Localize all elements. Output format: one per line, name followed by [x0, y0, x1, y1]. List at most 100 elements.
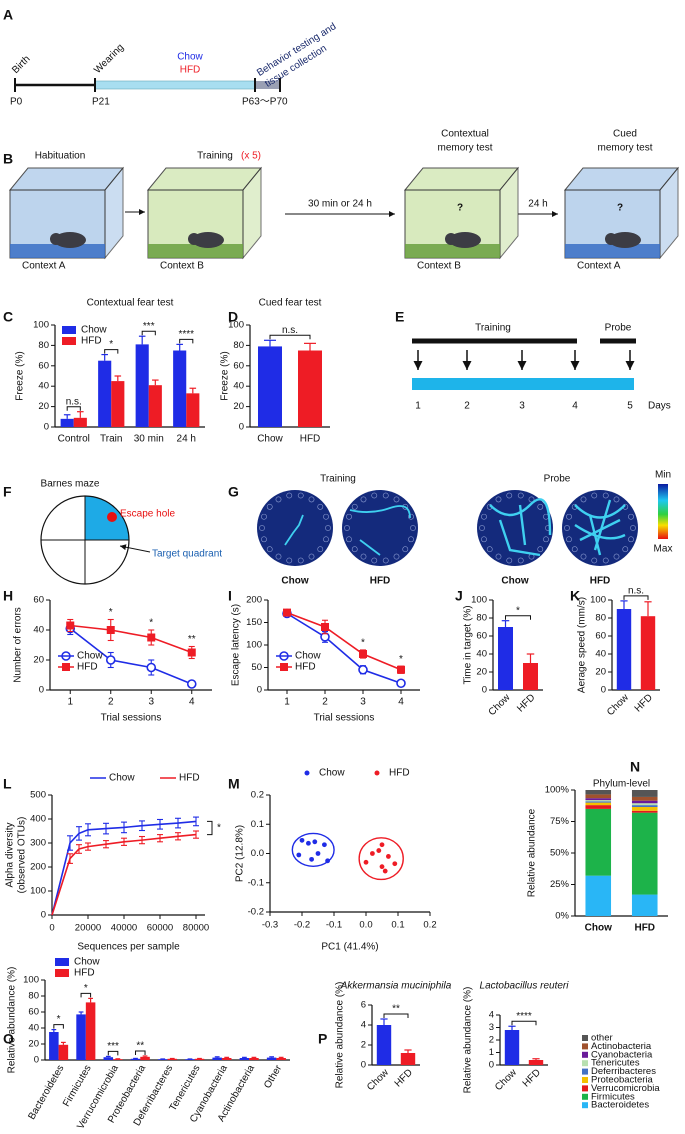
legend-swatch [582, 1051, 588, 1058]
bar-segment [585, 802, 612, 806]
panel-letter: O [3, 1031, 14, 1047]
sig-bracket [623, 595, 649, 600]
point [299, 837, 305, 843]
phase: Probe [605, 323, 632, 334]
y-axis-label: Alpha diversity [5, 822, 16, 887]
maze-hole [495, 553, 502, 560]
point [379, 842, 385, 848]
mouse [609, 232, 641, 248]
point [379, 864, 385, 870]
x-tick-label: 3 [148, 697, 154, 708]
sig-label: * [109, 607, 113, 618]
y-tick-label: 40 [38, 381, 49, 392]
y-tick-label: 0 [489, 1060, 494, 1071]
diet-band [94, 80, 256, 90]
sig-label: * [217, 823, 221, 834]
bar [528, 1060, 544, 1065]
bar [60, 418, 74, 427]
sig-bracket [53, 1024, 64, 1029]
y-tick-label: 60 [476, 631, 487, 642]
legend-swatch [582, 1102, 588, 1109]
legend-swatch [582, 1077, 588, 1083]
y-tick-label: 4 [489, 1010, 494, 1021]
x-tick-label: 1 [67, 697, 73, 708]
marker [283, 608, 291, 617]
bar [73, 417, 87, 427]
bar-segment [585, 808, 612, 876]
legend-label: Bacteroidetes [591, 1100, 649, 1111]
maze-hole [517, 557, 524, 564]
x-tick-label: 0.2 [423, 920, 436, 931]
maze-hole [346, 536, 352, 543]
bar-segment [585, 805, 612, 809]
legend-label: Verrucomicrobia [591, 1083, 660, 1094]
age: P63～P70 [242, 97, 288, 108]
legend-swatch [304, 770, 310, 776]
bar [258, 346, 282, 427]
panel-letter: A [3, 7, 13, 23]
box-top [563, 167, 680, 191]
question: ? [617, 203, 623, 214]
panel-letter: E [395, 309, 404, 325]
context-label: Context A [577, 261, 621, 272]
panel-letter: M [228, 776, 240, 792]
sig-label: * [399, 654, 403, 665]
mouse-head [605, 233, 617, 245]
series-line [51, 820, 197, 916]
point [363, 859, 369, 865]
marker [186, 679, 197, 689]
age: P21 [92, 97, 110, 108]
bar [148, 385, 162, 427]
y-axis-label: Relative abundance [527, 808, 538, 897]
maze-hole [517, 492, 524, 499]
y-tick-label: 20 [595, 667, 606, 678]
y-tick-label: 300 [30, 838, 46, 849]
point [306, 840, 311, 846]
x-tick-label: Chow [605, 692, 631, 718]
sig-label: ** [136, 1041, 144, 1052]
y-tick-label: 20 [476, 667, 487, 678]
bar [111, 381, 125, 427]
point [392, 861, 398, 867]
phase: Training [475, 323, 511, 334]
x-tick-label: Chow [257, 434, 283, 445]
bar [130, 1058, 141, 1060]
day-label: 3 [519, 401, 525, 412]
legend-label: Chow [74, 957, 100, 968]
maze-hole [564, 525, 570, 531]
y-tick-label: 80 [476, 613, 487, 624]
maze-hole [622, 546, 629, 553]
x-tick-label: 4 [189, 697, 195, 708]
event: Wearing [92, 42, 126, 76]
maze-hole [261, 536, 267, 543]
y-tick-label: 0 [34, 1055, 39, 1066]
chart-title: Akkermansia muciniphila [340, 981, 452, 992]
stage-title: Training [197, 151, 233, 162]
sig-bracket [141, 330, 156, 336]
bar [239, 1058, 250, 1060]
y-tick-label: 200 [30, 862, 46, 873]
bar-segment [631, 800, 658, 804]
y-tick-label: 60 [595, 631, 606, 642]
bar-segment [631, 894, 658, 916]
bar-segment [585, 800, 612, 802]
group-label: Chow [281, 576, 308, 587]
series-line [69, 627, 193, 685]
chart-title: Lactobacillus reuteri [480, 981, 570, 992]
bar [194, 1058, 205, 1060]
y-tick-label: 4 [361, 1020, 366, 1031]
x-tick-label: Chow [493, 1067, 519, 1093]
maze-hole [266, 546, 273, 553]
bar-segment [631, 810, 658, 813]
bar-segment [585, 794, 612, 799]
arena [257, 490, 333, 566]
marker [106, 626, 115, 634]
x-tick-label: Train [100, 434, 122, 445]
x-tick-label: 80000 [183, 923, 209, 934]
bar [498, 627, 513, 690]
context-label: Context A [22, 261, 66, 272]
maze-hole [580, 496, 587, 503]
testing-band [255, 81, 280, 89]
y-tick-label: 100 [471, 595, 487, 606]
x-tick-label: 40000 [111, 923, 137, 934]
